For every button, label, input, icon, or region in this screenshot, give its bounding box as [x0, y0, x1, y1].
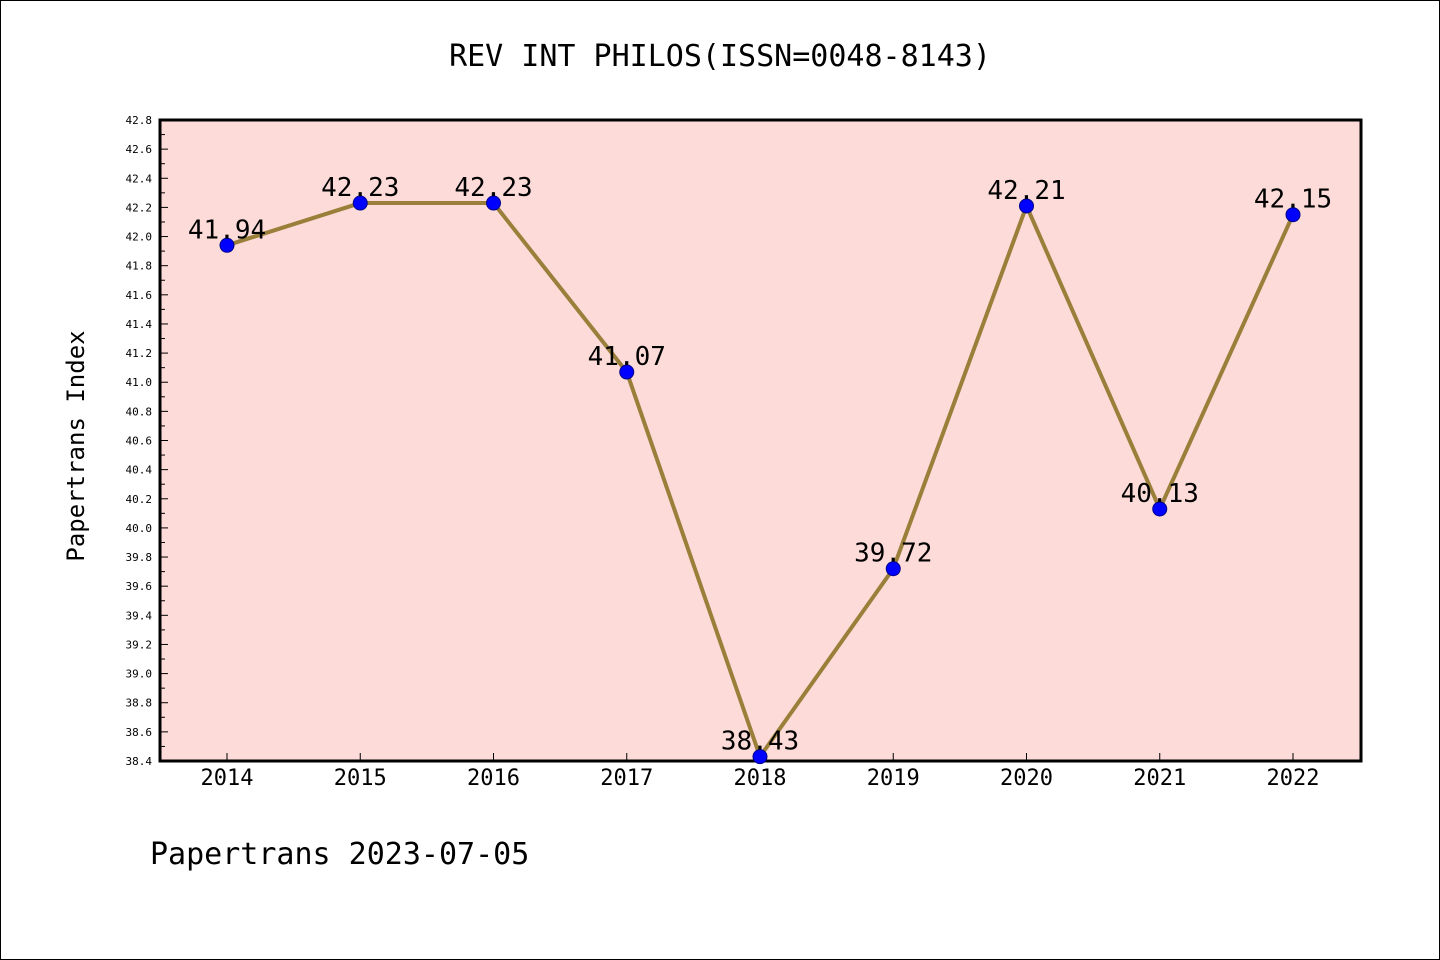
y-tick-label: 38.4: [126, 755, 153, 768]
y-tick-label: 40.2: [126, 493, 153, 506]
y-tick-label: 41.0: [126, 376, 153, 389]
y-tick-label: 40.8: [126, 405, 153, 418]
y-tick-label: 41.8: [126, 260, 153, 273]
footer-text: Papertrans 2023-07-05: [150, 837, 529, 872]
data-point: [619, 364, 635, 380]
y-tick-label: 38.6: [126, 726, 153, 739]
data-point: [486, 195, 501, 211]
data-label: 39.72: [854, 539, 932, 569]
plot-area: [158, 118, 1363, 763]
y-tick-label: 42.0: [126, 231, 153, 244]
y-axis-label: Papertrans Index: [62, 330, 90, 561]
x-tick-label: 2018: [734, 766, 787, 791]
y-tick-label: 39.4: [126, 609, 153, 622]
data-label: 41.07: [588, 342, 666, 372]
x-tick-label: 2022: [1267, 766, 1320, 791]
data-label: 42.23: [454, 173, 532, 203]
data-point: [1019, 198, 1034, 214]
y-tick-label: 39.0: [126, 668, 153, 681]
y-tick-label: 40.6: [126, 435, 153, 448]
data-labels: 41.94 42.23 42.23 41.07 38.43 39.72 42.21 40.13…: [188, 173, 1332, 757]
data-point: [352, 195, 368, 211]
data-point: [219, 237, 235, 253]
x-tick-label: 2020: [1000, 766, 1053, 791]
y-tick-label: 42.8: [126, 114, 153, 127]
data-point: [1152, 501, 1168, 517]
y-tick-label: 41.2: [126, 347, 153, 360]
data-label: 41.94: [188, 215, 266, 245]
x-tick-label: 2021: [1133, 766, 1186, 791]
data-point: [885, 561, 901, 577]
y-tick-label: 42.2: [126, 201, 153, 214]
data-point: [752, 749, 768, 765]
y-axis: 38.4 38.6 38.8 39.0 39.2 39.4 39.6 39.8 40.0 40.2…: [126, 114, 168, 768]
y-tick-label: 42.6: [126, 143, 153, 156]
data-points: [219, 195, 1301, 765]
y-tick-label: 41.4: [126, 318, 153, 331]
x-axis: 2014 2015 2016 2017 2018 2019 2020 2021 2022: [201, 753, 1320, 791]
x-tick-label: 2017: [600, 766, 653, 791]
y-tick-label: 39.2: [126, 638, 153, 651]
y-tick-label: 40.0: [126, 522, 153, 535]
data-label: 40.13: [1121, 479, 1199, 509]
data-label: 42.23: [321, 173, 399, 203]
data-label: 38.43: [721, 727, 799, 757]
y-tick-label: 41.6: [126, 289, 153, 302]
y-tick-label: 38.8: [126, 697, 153, 710]
y-tick-label: 40.4: [126, 464, 153, 477]
y-tick-label: 39.6: [126, 580, 153, 593]
data-label: 42.21: [987, 176, 1065, 206]
x-tick-label: 2014: [201, 766, 254, 791]
y-tick-label: 42.4: [126, 172, 153, 185]
x-tick-label: 2016: [467, 766, 520, 791]
x-tick-label: 2015: [334, 766, 387, 791]
y-tick-label: 39.8: [126, 551, 153, 564]
chart-title: REV INT PHILOS(ISSN=0048-8143): [449, 39, 991, 74]
data-point: [1285, 207, 1301, 223]
x-tick-label: 2019: [867, 766, 920, 791]
data-label: 42.15: [1254, 185, 1332, 215]
